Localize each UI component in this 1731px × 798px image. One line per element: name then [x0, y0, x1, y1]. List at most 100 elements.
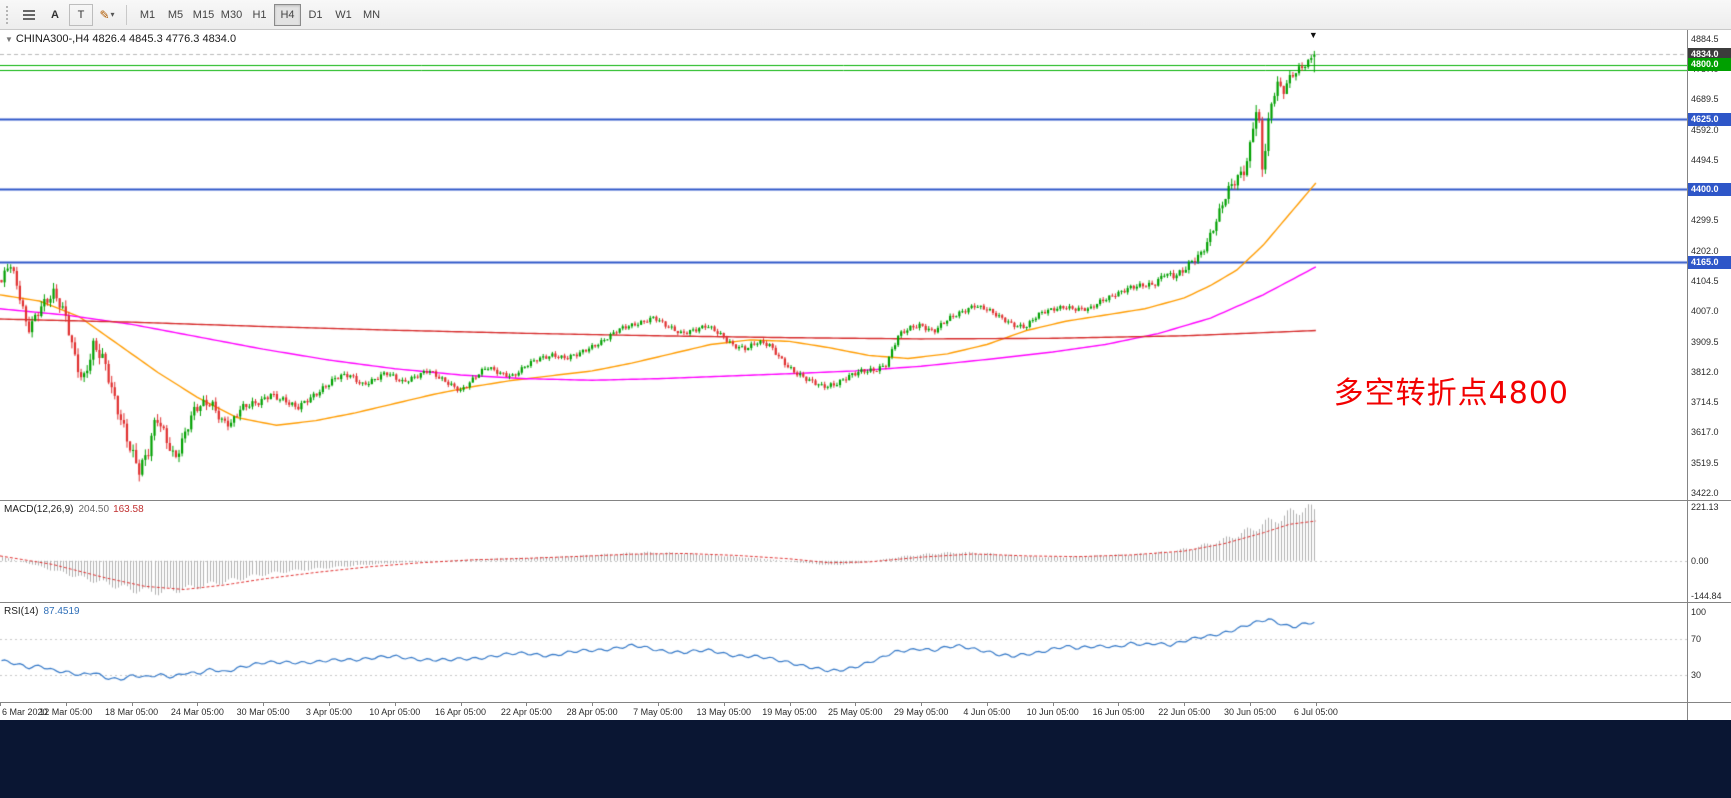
price-badge: 4834.0: [1688, 47, 1731, 61]
crayon-icon: ✎: [99, 7, 110, 22]
time-axis-tick: [1315, 703, 1317, 706]
price-axis-label: 3519.5: [1691, 457, 1719, 468]
price-axis-label: 3422.0: [1691, 488, 1719, 498]
time-axis-label: 18 Mar 05:00: [105, 707, 159, 717]
price-axis[interactable]: 4884.54787.04689.54592.04494.54397.04299…: [1687, 30, 1731, 500]
price-axis-label: 4494.5: [1691, 154, 1719, 165]
time-axis-label: 29 May 05:00: [893, 707, 949, 717]
grid-icon: [23, 8, 35, 22]
rsi-panel: RSI(14) 87.4519: [0, 602, 1687, 702]
chart-title: ▼ CHINA300-,H4 4826.4 4845.3 4776.3 4834.…: [5, 33, 236, 45]
macd-label-row: MACD(12,26,9) 204.50 163.58: [4, 504, 144, 515]
timeframe-group: M1 M5 M15 M30 H1 H4 D1 W1 MN: [134, 3, 385, 26]
timeframe-mn-button[interactable]: MN: [358, 4, 385, 26]
time-axis-label: 10 Apr 05:00: [369, 707, 421, 717]
rsi-value: 87.4519: [43, 606, 80, 617]
main-chart-panel: ▼ CHINA300-,H4 4826.4 4845.3 4776.3 4834.…: [0, 30, 1687, 500]
time-axis-tick: [1250, 703, 1252, 706]
time-axis-label: 28 Apr 05:00: [566, 707, 618, 717]
macd-axis[interactable]: 221.13 0.00 -144.84: [1687, 500, 1731, 602]
price-axis-label: 4299.5: [1691, 215, 1719, 226]
time-axis-label: 30 Mar 05:00: [236, 707, 290, 717]
collapse-triangle-icon[interactable]: ▼: [5, 35, 13, 44]
macd-label: MACD(12,26,9): [4, 504, 74, 515]
rsi-label-row: RSI(14) 87.4519: [4, 606, 80, 617]
time-axis-tick: [723, 703, 725, 706]
macd-axis-label: -144.84: [1691, 591, 1722, 601]
timeframe-m15-button[interactable]: M15: [190, 4, 217, 26]
time-axis-label: 13 May 05:00: [696, 707, 751, 717]
time-axis-tick: [789, 703, 791, 706]
timeframe-h1-button[interactable]: H1: [246, 4, 273, 26]
time-axis-tick: [263, 703, 265, 706]
time-axis-tick: [394, 703, 396, 706]
time-axis-label: 3 Apr 05:00: [305, 707, 352, 717]
time-axis-tick: [460, 703, 462, 706]
macd-axis-label: 221.13: [1691, 502, 1719, 512]
toolbar-handle[interactable]: [6, 5, 11, 24]
label-tool-button[interactable]: T: [69, 3, 93, 26]
time-axis-label: 6 Jul 05:00: [1293, 707, 1338, 717]
axis-corner: [1687, 702, 1731, 720]
time-axis-label: 16 Apr 05:00: [435, 707, 487, 717]
timeframe-d1-button[interactable]: D1: [302, 4, 329, 26]
timeframe-h4-button[interactable]: H4: [274, 3, 301, 26]
chevron-down-icon: ▾: [110, 10, 115, 19]
time-axis-tick: [526, 703, 528, 706]
price-badge: 4625.0: [1688, 112, 1731, 126]
windows-grid-button[interactable]: [17, 4, 41, 26]
time-axis-tick: [592, 703, 594, 706]
time-axis-label: 16 Jun 05:00: [1092, 707, 1145, 717]
bottom-bar: [0, 720, 1731, 798]
time-axis-label: 6 Mar 2020: [2, 707, 48, 717]
price-axis-label: 3617.0: [1691, 427, 1719, 438]
time-axis-label: 10 Jun 05:00: [1026, 707, 1079, 717]
price-badge: 4400.0: [1688, 182, 1731, 196]
time-axis-tick: [197, 703, 199, 706]
price-badge: 4165.0: [1688, 255, 1731, 269]
rsi-axis-label: 70: [1691, 633, 1702, 644]
time-axis-tick: [986, 703, 988, 706]
time-axis-label: 4 Jun 05:00: [963, 707, 1011, 717]
rsi-axis-label: 100: [1691, 606, 1707, 617]
macd-axis-label: 0.00: [1691, 555, 1709, 566]
price-axis-label: 4202.0: [1691, 245, 1719, 256]
timeframe-w1-button[interactable]: W1: [330, 4, 357, 26]
rsi-axis[interactable]: 100 70 30: [1687, 602, 1731, 702]
rsi-label: RSI(14): [4, 606, 39, 617]
timeframe-m30-button[interactable]: M30: [218, 4, 245, 26]
symbol-period-label: CHINA300-,H4: [15, 33, 90, 45]
macd-panel: MACD(12,26,9) 204.50 163.58: [0, 500, 1687, 602]
time-axis-tick: [65, 703, 67, 706]
time-axis-label: 22 Apr 05:00: [500, 707, 552, 717]
time-axis-label: 19 May 05:00: [762, 707, 817, 717]
current-bar-marker-icon: ▼: [1308, 30, 1318, 40]
crayon-tool-button[interactable]: ✎ ▾: [95, 4, 119, 26]
time-axis-label: 25 May 05:00: [828, 707, 883, 717]
time-axis-tick: [657, 703, 659, 706]
price-axis-label: 4007.0: [1691, 306, 1719, 317]
time-axis-label: 30 Jun 05:00: [1224, 707, 1277, 717]
time-axis-label: 12 Mar 05:00: [39, 707, 93, 717]
timeframe-m1-button[interactable]: M1: [134, 4, 161, 26]
time-axis-tick: [1118, 703, 1120, 706]
time-axis-label: 22 Jun 05:00: [1158, 707, 1211, 717]
price-badge: 4800.0: [1688, 58, 1731, 72]
macd-signal-value: 163.58: [113, 504, 144, 515]
price-axis-label: 4884.5: [1691, 33, 1719, 44]
annotation-text[interactable]: 多空转折点4800: [1333, 376, 1569, 411]
time-axis-tick: [1184, 703, 1186, 706]
chart-area: ▼ CHINA300-,H4 4826.4 4845.3 4776.3 4834.…: [0, 30, 1731, 720]
rsi-canvas[interactable]: [0, 603, 1687, 702]
price-axis-label: 4689.5: [1691, 94, 1719, 105]
time-axis-tick: [855, 703, 857, 706]
timeframe-m5-button[interactable]: M5: [162, 4, 189, 26]
time-axis-tick: [131, 703, 133, 706]
macd-canvas[interactable]: [0, 501, 1687, 602]
text-tool-button[interactable]: A: [43, 4, 67, 26]
time-axis[interactable]: 6 Mar 2020 12 Mar 05:00 18 Mar 05:00 24 Mar…: [0, 702, 1687, 720]
rsi-axis-label: 30: [1691, 670, 1702, 681]
main-chart-canvas[interactable]: [0, 30, 1687, 500]
price-axis-label: 3909.5: [1691, 336, 1719, 347]
